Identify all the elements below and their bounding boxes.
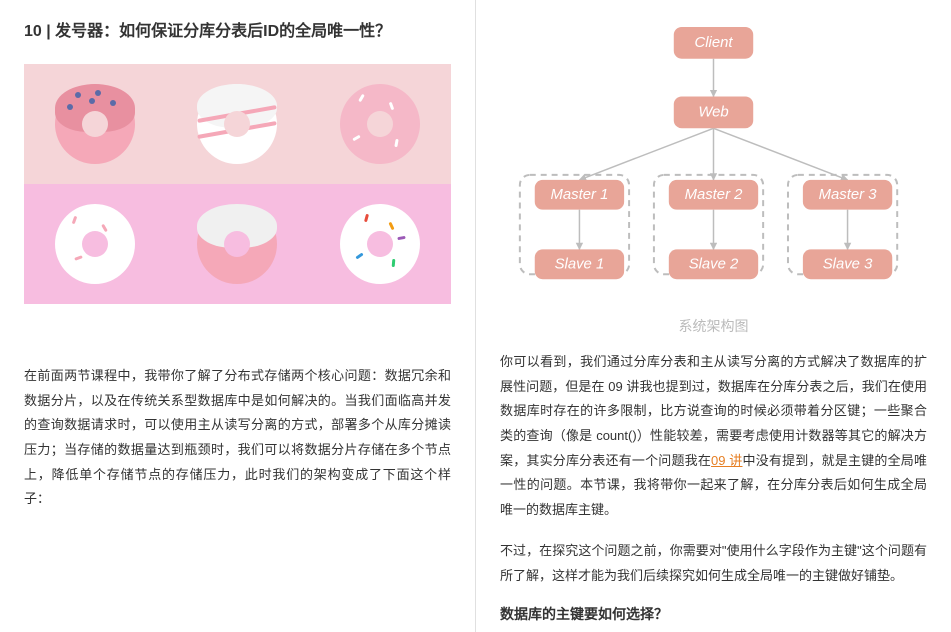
hero-top: [24, 64, 451, 184]
donut-icon: [340, 84, 420, 164]
para1-a: 你可以看到，我们通过分库分表和主从读写分离的方式解决了数据库的扩展性问题，但是在…: [500, 354, 927, 468]
svg-text:Client: Client: [694, 35, 733, 51]
svg-text:Slave 3: Slave 3: [823, 256, 873, 272]
article-title: 10 | 发号器：如何保证分库分表后ID的全局唯一性？: [24, 20, 451, 44]
right-para-2: 不过，在探究这个问题之前，你需要对"使用什么字段作为主键"这个问题有所了解，这样…: [500, 539, 927, 588]
donut-icon: [55, 84, 135, 164]
hero-bottom: [24, 184, 451, 304]
svg-text:Master 2: Master 2: [685, 187, 744, 203]
architecture-diagram: Client Web Master 1 Master 2 Master 3 Slave 1…: [500, 20, 927, 310]
lesson-link[interactable]: 09 讲: [711, 453, 742, 468]
donut-icon: [197, 84, 277, 164]
svg-text:Master 1: Master 1: [551, 187, 609, 203]
svg-text:Master 3: Master 3: [819, 187, 878, 203]
left-para-1: 在前面两节课程中，我带你了解了分布式存储两个核心问题：数据冗余和数据分片，以及在…: [24, 364, 451, 512]
donut-icon: [55, 204, 135, 284]
right-column: Client Web Master 1 Master 2 Master 3 Slave 1…: [476, 0, 951, 632]
right-para-1: 你可以看到，我们通过分库分表和主从读写分离的方式解决了数据库的扩展性问题，但是在…: [500, 350, 927, 523]
svg-text:Slave 2: Slave 2: [689, 256, 739, 272]
donut-icon: [197, 204, 277, 284]
section-heading: 数据库的主键要如何选择？: [500, 604, 927, 624]
diagram-caption: 系统架构图: [500, 316, 927, 336]
svg-text:Web: Web: [698, 104, 728, 120]
svg-text:Slave 1: Slave 1: [555, 256, 605, 272]
donut-icon: [340, 204, 420, 284]
left-column: 10 | 发号器：如何保证分库分表后ID的全局唯一性？: [0, 0, 476, 632]
page: 10 | 发号器：如何保证分库分表后ID的全局唯一性？: [0, 0, 951, 632]
hero-image: [24, 64, 451, 304]
